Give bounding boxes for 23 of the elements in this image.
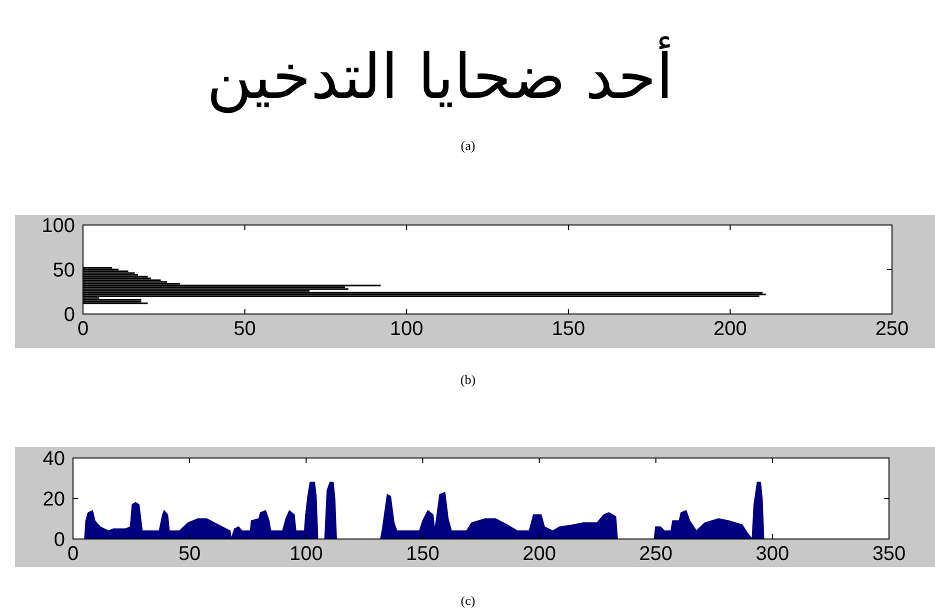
x-tick-label: 250: [875, 318, 909, 340]
x-tick-label: 150: [406, 543, 440, 565]
x-tick-label: 250: [639, 543, 673, 565]
x-tick-label: 200: [714, 318, 747, 340]
text: (b): [460, 372, 476, 387]
y-tick-label: 0: [64, 304, 75, 326]
y-tick-label: 0: [54, 529, 65, 551]
y-tick-label: 100: [42, 215, 75, 237]
text: أحد ضحايا التدخين: [206, 36, 674, 114]
x-tick-label: 50: [178, 543, 201, 565]
x-tick-label: 150: [552, 318, 586, 340]
y-tick-label: 20: [42, 488, 65, 510]
text: (c): [460, 593, 476, 608]
x-tick-label: 50: [234, 318, 256, 340]
y-tick-label: 50: [52, 260, 75, 282]
x-tick-label: 350: [872, 543, 906, 565]
x-tick-label: 200: [522, 543, 556, 565]
text: (a): [460, 138, 476, 153]
x-tick-label: 100: [289, 543, 323, 565]
x-tick-label: 100: [390, 318, 424, 340]
x-tick-label: 0: [77, 318, 89, 340]
x-tick-label: 300: [756, 543, 790, 565]
y-tick-label: 40: [42, 448, 65, 470]
